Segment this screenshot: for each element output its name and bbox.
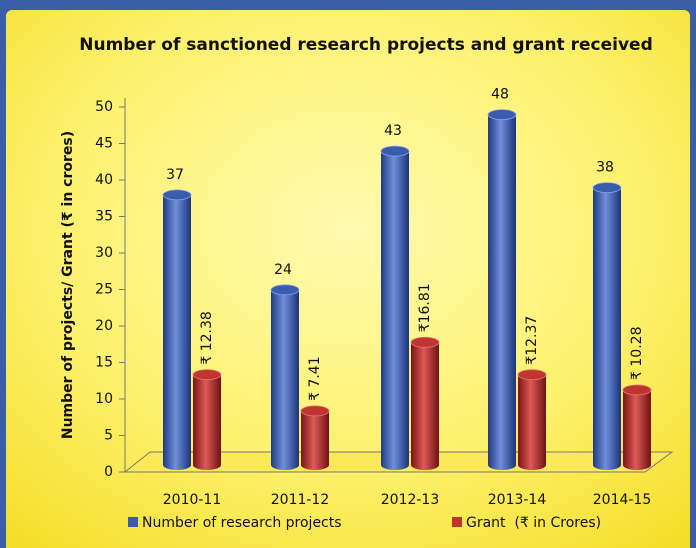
bar-top [517,369,547,381]
bar-top [300,405,330,417]
legend-swatch [128,517,138,527]
bar-top [622,384,652,396]
bar [193,369,221,470]
y-tick-label: 50 [95,99,113,115]
legend-label: Grant (₹ in Crores) [466,515,601,531]
bar [271,284,299,470]
y-tick-label: 35 [95,209,113,225]
y-tick-label: 10 [95,391,113,407]
legend-label: Number of research projects [142,515,342,531]
bar-top [162,189,192,201]
bar-top [270,284,300,296]
bar [518,369,546,470]
bar-top [380,145,410,157]
x-tick-label: 2013-14 [488,492,547,508]
y-axis-label: Number of projects/ Grant (₹ in crores) [60,131,76,439]
data-label: 24 [274,262,292,278]
y-tick-label: 25 [95,282,113,298]
data-label: 48 [491,87,509,103]
bar [301,405,329,470]
x-tick-label: 2012-13 [381,492,440,508]
chart-title: Number of sanctioned research projects a… [79,35,652,55]
y-tick-label: 30 [95,245,113,261]
x-tick-label: 2010-11 [163,492,222,508]
y-tick-label: 40 [95,172,113,188]
bar-top [592,182,622,194]
data-label: ₹ 12.38 [199,311,215,364]
data-label: ₹ 10.28 [629,327,645,380]
y-tick-label: 20 [95,318,113,334]
bar [488,109,516,470]
bar [411,337,439,470]
y-tick-label: 45 [95,136,113,152]
legend-swatch [452,517,462,527]
data-label: 37 [166,167,184,183]
bar-top [192,369,222,381]
data-label: 38 [596,160,614,176]
y-tick-label: 15 [95,355,113,371]
data-label: 43 [384,123,402,139]
data-label: ₹16.81 [417,283,433,332]
bar [623,384,651,470]
y-tick-label: 5 [104,428,113,444]
y-tick-label: 0 [104,464,113,480]
x-tick-label: 2011-12 [271,492,330,508]
data-label: ₹12.37 [524,316,540,365]
bar-top [410,336,440,348]
bar [381,146,409,470]
data-label: ₹ 7.41 [307,356,323,401]
bar-top [487,109,517,120]
bar [593,182,621,470]
x-tick-label: 2014-15 [593,492,652,508]
bar [163,189,191,470]
